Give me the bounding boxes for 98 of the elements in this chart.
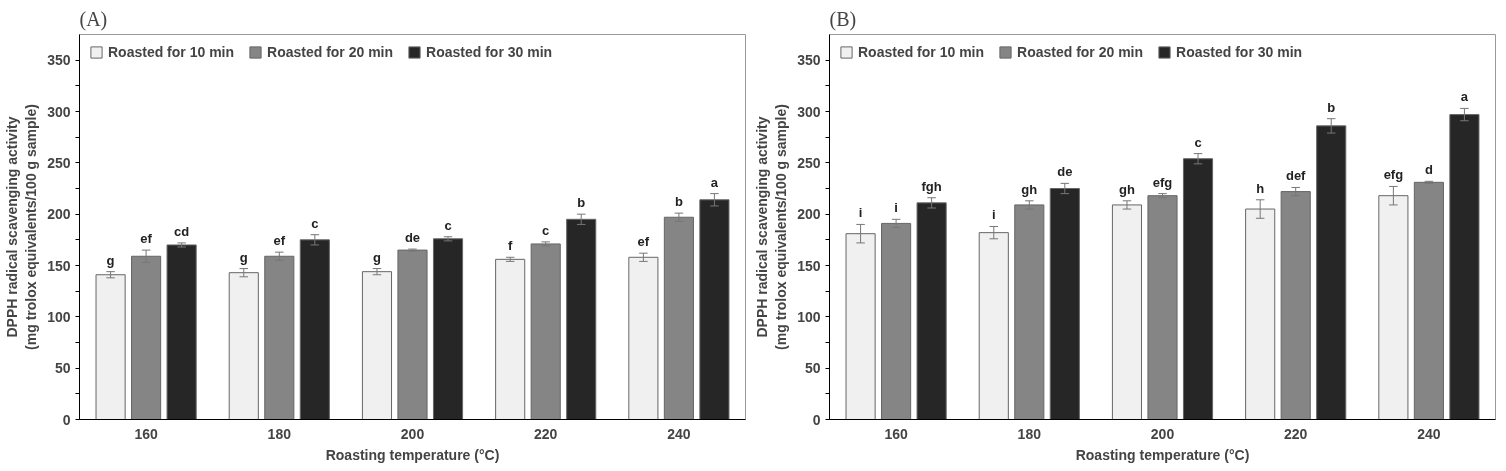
y-tick-label: 100	[47, 308, 71, 325]
bar	[361, 271, 393, 420]
data-label: g	[106, 252, 115, 268]
chart-title: (B)	[829, 7, 857, 31]
bar	[628, 256, 659, 420]
y-tick-label: 250	[47, 154, 71, 171]
y-tick-label: 350	[47, 52, 71, 69]
data-label: gh	[1021, 181, 1038, 197]
legend-label: Roasted for 10 min	[858, 44, 985, 60]
bar	[978, 232, 1009, 420]
x-tick-label: 180	[267, 425, 292, 442]
bar	[530, 243, 561, 420]
y-tick-label: 150	[47, 257, 71, 274]
data-label: cd	[174, 223, 190, 239]
y-tick-label: 0	[812, 411, 821, 428]
bar	[1111, 204, 1143, 420]
data-label: h	[1256, 180, 1265, 196]
data-label: i	[858, 205, 863, 221]
chart-title: (A)	[79, 7, 108, 31]
y-tick-label: 50	[54, 360, 71, 377]
x-tick-label: 220	[534, 425, 558, 442]
bar	[264, 255, 295, 420]
data-label: ef	[140, 231, 153, 247]
x-axis-title: Roasting temperature (°C)	[325, 446, 500, 463]
bar	[1049, 188, 1080, 420]
data-label: de	[1057, 164, 1073, 180]
x-tick-label: 160	[884, 425, 908, 442]
data-label: b	[577, 195, 586, 211]
data-label: b	[1327, 99, 1336, 115]
data-label: efg	[1152, 174, 1173, 190]
y-tick-label: 50	[804, 360, 821, 377]
data-label: a	[710, 174, 719, 190]
y-tick-label: 200	[47, 206, 71, 223]
x-tick-label: 200	[400, 425, 425, 442]
x-tick-label: 220	[1284, 425, 1308, 442]
bar	[1413, 181, 1444, 420]
data-label: def	[1285, 168, 1307, 184]
data-label: ef	[637, 234, 650, 250]
x-tick-label: 240	[1417, 425, 1441, 442]
bar	[397, 249, 428, 420]
data-label: b	[674, 194, 683, 210]
y-tick-label: 100	[797, 308, 821, 325]
bar	[131, 255, 162, 420]
data-label: c	[542, 222, 550, 238]
legend-label: Roasted for 20 min	[1017, 44, 1144, 60]
x-tick-label: 200	[1150, 425, 1175, 442]
data-label: a	[1460, 89, 1469, 105]
y-tick-label: 300	[47, 103, 71, 120]
data-label: i	[894, 200, 898, 216]
x-axis-title: Roasting temperature (°C)	[1075, 446, 1250, 463]
legend-label: Roasted for 10 min	[108, 44, 235, 60]
y-tick-label: 200	[797, 206, 821, 223]
x-tick-label: 160	[134, 425, 158, 442]
bar	[95, 274, 126, 420]
data-label: c	[444, 217, 452, 233]
y-tick-label: 0	[62, 411, 71, 428]
legend-label: Roasted for 20 min	[267, 44, 394, 60]
y-tick-label: 300	[797, 103, 821, 120]
data-label: de	[404, 230, 421, 246]
bar	[916, 202, 947, 420]
bar	[1245, 208, 1276, 420]
bar	[299, 239, 330, 420]
bar	[1280, 191, 1311, 420]
x-tick-label: 180	[1017, 425, 1042, 442]
data-label: g	[373, 249, 382, 265]
legend-label: Roasted for 30 min	[1176, 44, 1303, 60]
bar	[432, 238, 464, 420]
data-label: i	[991, 207, 996, 223]
y-axis-title: DPPH radical scavenging activity (mg trolox equivalents/100 g sample)	[3, 104, 40, 350]
bar	[1014, 204, 1045, 420]
bar	[699, 199, 730, 420]
bar	[1316, 125, 1347, 420]
data-label: efg	[1383, 167, 1404, 183]
data-label: ef	[273, 233, 286, 249]
y-tick-label: 250	[797, 154, 821, 171]
bar	[663, 216, 694, 420]
bar	[1147, 195, 1178, 420]
data-label: g	[239, 249, 248, 265]
legend-label: Roasted for 30 min	[426, 44, 553, 60]
bar	[228, 272, 259, 420]
data-label: d	[1424, 162, 1433, 178]
bar	[1182, 158, 1214, 420]
data-label: c	[311, 215, 319, 231]
bar	[845, 233, 876, 420]
y-tick-label: 350	[797, 52, 821, 69]
bar	[1378, 195, 1409, 420]
data-label: c	[1194, 134, 1202, 150]
data-label: f	[508, 238, 514, 254]
bar	[1449, 114, 1480, 420]
bar	[566, 218, 597, 420]
bar	[881, 222, 912, 420]
bar	[166, 244, 197, 420]
data-label: gh	[1119, 181, 1135, 197]
x-tick-label: 240	[667, 425, 691, 442]
y-tick-label: 150	[797, 257, 821, 274]
data-label: fgh	[921, 178, 942, 194]
bar	[495, 258, 526, 420]
y-axis-title: DPPH radical scavenging activity (mg trolox equivalents/100 g sample)	[753, 104, 790, 350]
